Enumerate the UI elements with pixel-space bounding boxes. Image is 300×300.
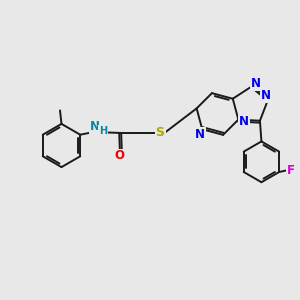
- Text: H: H: [99, 126, 107, 136]
- Text: O: O: [115, 149, 125, 163]
- Text: N: N: [261, 89, 271, 102]
- Text: S: S: [155, 126, 164, 140]
- Text: N: N: [195, 128, 205, 141]
- Text: F: F: [286, 164, 295, 177]
- Text: N: N: [251, 77, 261, 90]
- Text: N: N: [90, 120, 100, 134]
- Text: N: N: [239, 115, 249, 128]
